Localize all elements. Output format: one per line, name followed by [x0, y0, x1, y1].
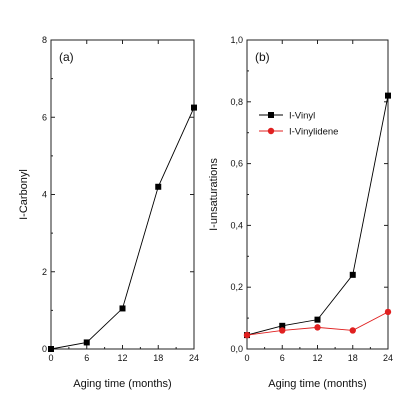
panel-b-xtick-label: 6	[280, 353, 285, 363]
panel-b-series-line-1	[246, 311, 389, 336]
panel-b-ytick-label: 0,6	[230, 159, 243, 169]
panel-b-data-point	[385, 92, 391, 99]
panel-b-legend-label: I-Vinyl	[289, 111, 315, 122]
panel-a-ytick-label: 4	[42, 190, 47, 200]
panel-a-data-point	[119, 305, 126, 312]
panel-a-xtick-label: 12	[117, 353, 127, 363]
panel-b-data-point	[314, 316, 321, 323]
panel-a-xtick-label: 6	[84, 353, 89, 363]
panel-b-data-point	[384, 308, 392, 316]
panel-a-ytick-label: 6	[42, 112, 47, 122]
panel-a-data-point	[83, 339, 90, 346]
panel-b-ytick-label: 1,0	[230, 35, 243, 45]
panel-b-legend-marker	[267, 127, 275, 135]
panel-a-ytick-label: 8	[42, 35, 47, 45]
panel-b-legend-marker	[268, 112, 274, 118]
panel-b-xtick-label: 12	[312, 353, 322, 363]
panel-a-xlabel: Aging time (months)	[73, 378, 171, 390]
panel-a-xtick-label: 18	[153, 353, 163, 363]
panel-b-data-point	[314, 324, 321, 331]
panel-a-ylabel: I-Carbonyl	[18, 169, 30, 220]
panel-b-data-point	[349, 327, 356, 334]
panel-b-ytick-label: 0,8	[230, 97, 243, 107]
panel-a-ytick-label: 2	[42, 267, 47, 277]
panel-b-xtick-label: 24	[383, 353, 393, 363]
panel-a-series-line-0	[50, 107, 195, 350]
panel-b-data-point	[279, 327, 286, 334]
panel-a-data-point	[191, 104, 197, 111]
panel-a-data-point	[155, 183, 162, 190]
panel-b-data-point	[243, 331, 251, 339]
panel-a-label: (a)	[59, 50, 74, 64]
panel-b-ytick-label: 0,4	[230, 220, 243, 230]
panel-b-ytick-label: 0,0	[230, 344, 243, 354]
panel-a-data-point	[48, 346, 54, 352]
panel-a-xtick-label: 24	[189, 353, 199, 363]
panel-b-data-point	[279, 322, 286, 329]
panel-b-data-point	[349, 271, 356, 278]
panel-b-plot-frame	[246, 39, 389, 350]
panel-b-ylabel: I-unsaturations	[208, 158, 220, 231]
panel-b-xtick-label: 0	[244, 353, 249, 363]
panel-a-xtick-label: 0	[48, 353, 53, 363]
panel-b-legend-label: I-Vinylidene	[289, 127, 338, 138]
panel-b-xtick-label: 18	[348, 353, 358, 363]
panel-b-label: (b)	[255, 50, 270, 64]
panel-b-xlabel: Aging time (months)	[268, 378, 366, 390]
panel-b-ytick-label: 0,2	[230, 282, 243, 292]
panel-a-plot-frame	[50, 39, 195, 350]
panel-a-ytick-label: 0	[42, 344, 47, 354]
